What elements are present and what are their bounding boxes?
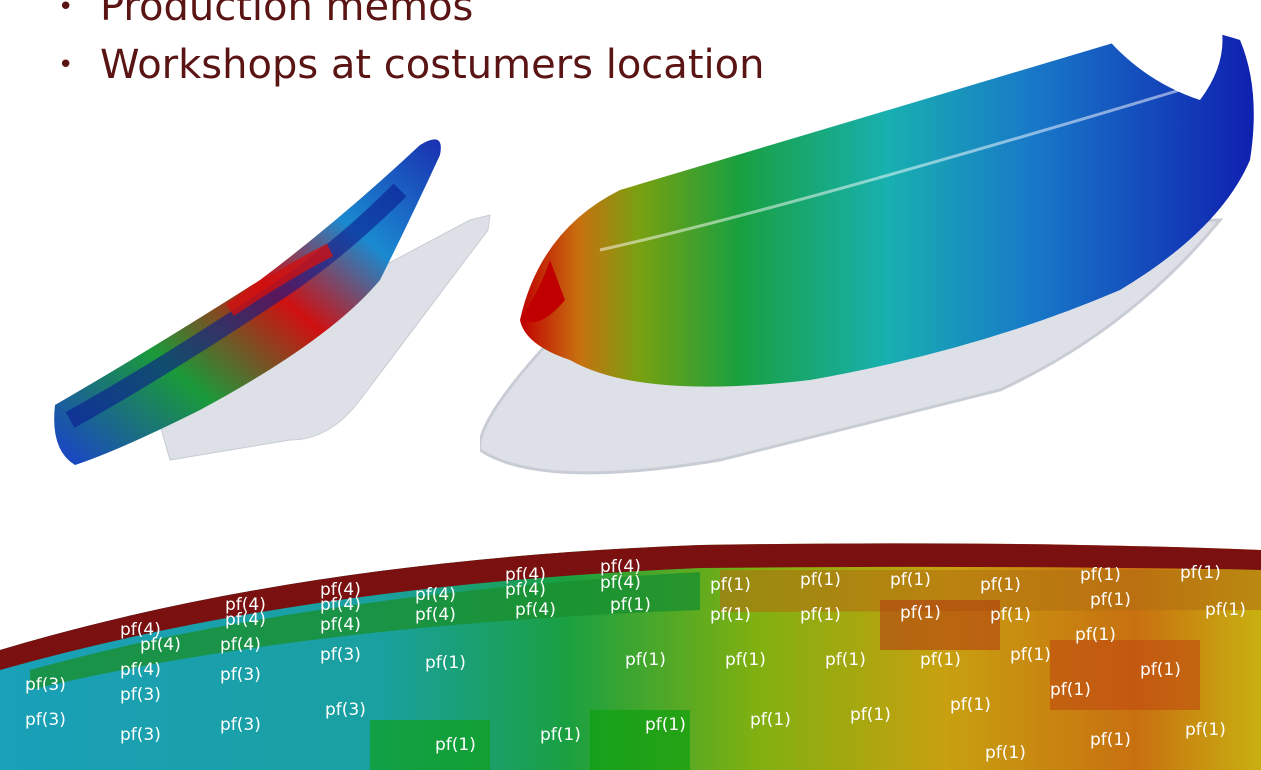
mesh-element-label: pf(4) [415, 585, 456, 605]
mesh-element-label: pf(4) [120, 620, 161, 640]
mesh-element-label: pf(1) [900, 603, 941, 623]
mesh-element-label: pf(1) [980, 575, 1021, 595]
mesh-element-label: pf(4) [415, 605, 456, 625]
hull-perspective-image [480, 20, 1254, 475]
mesh-element-label: pf(1) [1185, 720, 1226, 740]
bullet-text: Workshops at costumers location [100, 42, 765, 88]
bullet-item: • Production memos [58, 0, 764, 36]
mesh-element-label: pf(3) [220, 665, 261, 685]
bullet-list: • Production memos • Workshops at costum… [58, 0, 764, 94]
mesh-element-label: pf(1) [625, 650, 666, 670]
mesh-element-label: pf(1) [825, 650, 866, 670]
mesh-element-label: pf(4) [505, 565, 546, 585]
mesh-element-label: pf(1) [990, 605, 1031, 625]
mesh-element-label: pf(3) [120, 685, 161, 705]
mesh-element-label: pf(1) [950, 695, 991, 715]
mesh-element-label: pf(1) [645, 715, 686, 735]
bullet-item: • Workshops at costumers location [58, 36, 764, 94]
mesh-element-label: pf(4) [600, 573, 641, 593]
bullet-dot-icon: • [58, 0, 74, 22]
mesh-label-group: pf(4)pf(4)pf(4) pf(4) pf(4) pf(4)pf(4)pf(4)… [25, 557, 1246, 763]
bullet-dot-icon: • [58, 50, 74, 80]
mesh-element-label: pf(1) [710, 575, 751, 595]
mesh-element-label: pf(1) [1010, 645, 1051, 665]
mesh-element-label: pf(4) [220, 635, 261, 655]
mesh-element-label: pf(3) [25, 710, 66, 730]
mesh-element-label: pf(1) [725, 650, 766, 670]
mesh-element-label: pf(1) [425, 653, 466, 673]
mesh-element-label: pf(1) [985, 743, 1026, 763]
mesh-element-label: pf(1) [1080, 565, 1121, 585]
mesh-element-label: pf(3) [325, 700, 366, 720]
bullet-text: Production memos [100, 0, 474, 30]
mesh-element-label: pf(4) [140, 635, 181, 655]
mesh-element-label: pf(4) [225, 595, 266, 615]
mesh-element-label: pf(1) [1090, 590, 1131, 610]
mesh-element-label: pf(3) [220, 715, 261, 735]
mesh-element-label: pf(4) [320, 595, 361, 615]
mesh-element-label: pf(4) [225, 610, 266, 630]
mesh-element-label: pf(1) [750, 710, 791, 730]
mesh-element-label: pf(1) [800, 570, 841, 590]
mesh-element-label: pf(1) [540, 725, 581, 745]
hull-side-view-image [54, 139, 491, 465]
mesh-element-label: pf(1) [800, 605, 841, 625]
mesh-element-label: pf(4) [505, 580, 546, 600]
mesh-element-label: pf(1) [610, 595, 651, 615]
mesh-element-label: pf(1) [1075, 625, 1116, 645]
mesh-element-label: pf(4) [120, 660, 161, 680]
mesh-element-label: pf(1) [435, 735, 476, 755]
mesh-element-label: pf(1) [1180, 563, 1221, 583]
mesh-element-label: pf(1) [1205, 600, 1246, 620]
mesh-element-label: pf(1) [1050, 680, 1091, 700]
mesh-element-label: pf(4) [515, 600, 556, 620]
mesh-element-label: pf(4) [320, 580, 361, 600]
mesh-element-label: pf(1) [710, 605, 751, 625]
mesh-element-label: pf(1) [1140, 660, 1181, 680]
mesh-element-label: pf(1) [850, 705, 891, 725]
mesh-element-label: pf(1) [1090, 730, 1131, 750]
mesh-element-label: pf(1) [890, 570, 931, 590]
mesh-element-label: pf(4) [320, 615, 361, 635]
mesh-element-label: pf(4) [600, 557, 641, 577]
mesh-panel-image: pf(4)pf(4)pf(4) pf(4) pf(4) pf(4)pf(4)pf(4)… [0, 543, 1261, 770]
mesh-element-label: pf(1) [920, 650, 961, 670]
mesh-element-label: pf(3) [120, 725, 161, 745]
mesh-element-label: pf(3) [25, 675, 66, 695]
mesh-element-label: pf(3) [320, 645, 361, 665]
